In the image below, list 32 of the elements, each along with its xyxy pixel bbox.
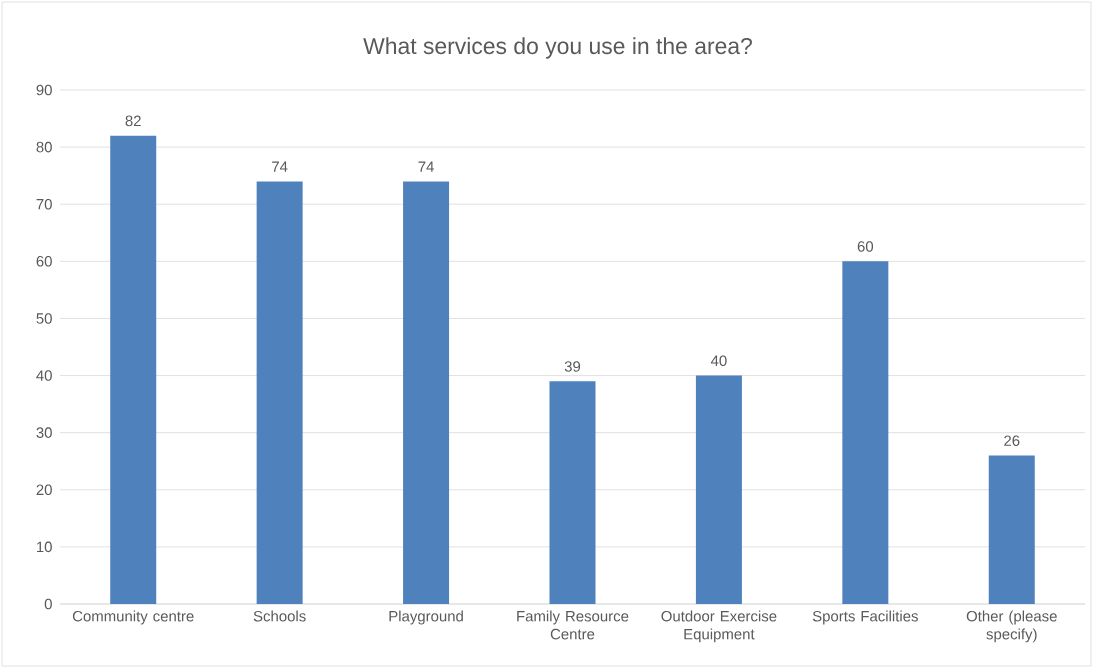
y-tick-label: 70 bbox=[36, 198, 52, 210]
x-tick-label: Family Resource Centre bbox=[517, 610, 629, 640]
x-tick-label: Outdoor Exercise Equipment bbox=[661, 610, 777, 643]
y-tick-label: 0 bbox=[44, 598, 52, 610]
y-tick-label: 60 bbox=[36, 256, 52, 267]
data-label: 74 bbox=[418, 161, 434, 172]
x-tick-label: Playground bbox=[389, 610, 463, 625]
data-label: 60 bbox=[857, 241, 874, 252]
data-label: 39 bbox=[564, 361, 581, 372]
bar bbox=[842, 261, 889, 604]
x-tick-label: Other (please specify) bbox=[966, 610, 1057, 643]
bar bbox=[695, 375, 742, 604]
y-tick-label: 20 bbox=[36, 484, 52, 496]
data-label: 26 bbox=[1004, 435, 1020, 446]
y-tick-label: 80 bbox=[36, 141, 52, 153]
x-tick-label: Schools bbox=[253, 610, 306, 622]
bar bbox=[403, 181, 450, 604]
y-tick-label: 50 bbox=[36, 313, 52, 324]
bar bbox=[110, 135, 157, 604]
y-tick-label: 10 bbox=[37, 541, 52, 553]
chart-title: What services do you use in the area? bbox=[363, 37, 752, 59]
y-tick-label: 90 bbox=[36, 84, 52, 96]
data-label: 40 bbox=[710, 355, 727, 367]
bar bbox=[549, 381, 596, 604]
data-label: 82 bbox=[125, 115, 141, 127]
data-label: 74 bbox=[272, 161, 288, 172]
x-tick-label: Sports Facilities bbox=[812, 610, 918, 625]
y-tick-label: 40 bbox=[36, 370, 52, 381]
bar bbox=[988, 455, 1035, 604]
x-tick-label: Community centre bbox=[72, 610, 194, 625]
bar bbox=[256, 181, 303, 604]
y-tick-label: 30 bbox=[36, 427, 52, 438]
